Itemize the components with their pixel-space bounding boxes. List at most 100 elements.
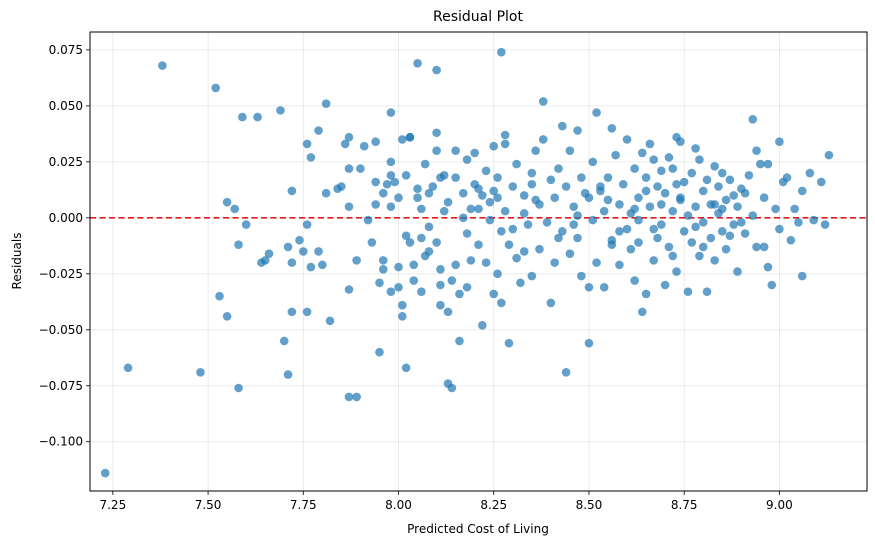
data-point bbox=[710, 162, 719, 171]
data-point bbox=[546, 175, 556, 185]
data-point bbox=[641, 173, 651, 182]
x-tick-label: 8.50 bbox=[576, 498, 603, 512]
y-tick-label: 0.000 bbox=[49, 211, 83, 225]
data-point bbox=[519, 247, 529, 256]
data-point bbox=[512, 253, 521, 263]
data-point bbox=[123, 363, 133, 373]
x-tick-label: 7.50 bbox=[195, 498, 222, 512]
data-point bbox=[500, 206, 510, 216]
data-point bbox=[607, 240, 617, 250]
data-point bbox=[394, 193, 403, 202]
data-point bbox=[676, 137, 685, 147]
data-point bbox=[363, 215, 373, 225]
data-point bbox=[287, 258, 297, 267]
data-point bbox=[679, 177, 689, 187]
data-point bbox=[554, 233, 563, 243]
data-point bbox=[668, 164, 678, 173]
data-point bbox=[493, 173, 502, 182]
data-point bbox=[672, 179, 681, 189]
data-point bbox=[649, 224, 659, 234]
data-point bbox=[497, 226, 506, 236]
data-point bbox=[302, 220, 312, 229]
data-point bbox=[455, 336, 464, 346]
data-point bbox=[481, 258, 491, 267]
data-point bbox=[653, 233, 662, 243]
data-point bbox=[489, 289, 499, 299]
data-point bbox=[344, 202, 354, 211]
data-point bbox=[771, 204, 780, 214]
data-point bbox=[401, 363, 411, 373]
data-point bbox=[603, 173, 613, 182]
data-point bbox=[211, 83, 220, 93]
data-point bbox=[375, 278, 384, 288]
data-point bbox=[561, 182, 571, 191]
data-point bbox=[695, 251, 704, 261]
data-point bbox=[371, 137, 380, 147]
data-point bbox=[668, 251, 678, 261]
data-point bbox=[371, 177, 380, 187]
data-point bbox=[230, 204, 240, 214]
data-point bbox=[577, 173, 586, 182]
data-point bbox=[405, 238, 415, 247]
data-point bbox=[691, 144, 700, 153]
data-point bbox=[497, 47, 506, 57]
data-point bbox=[287, 307, 297, 317]
data-point bbox=[691, 202, 700, 211]
data-point bbox=[314, 247, 323, 256]
data-point bbox=[584, 193, 594, 202]
y-tick-label: −0.050 bbox=[39, 323, 83, 337]
data-point bbox=[478, 321, 487, 330]
data-point bbox=[432, 238, 441, 247]
data-point bbox=[462, 155, 472, 164]
data-point bbox=[577, 271, 586, 281]
y-tick-label: 0.075 bbox=[49, 43, 83, 57]
data-point bbox=[500, 130, 510, 140]
data-point bbox=[740, 188, 750, 198]
data-point bbox=[413, 184, 422, 194]
data-point bbox=[234, 383, 243, 393]
data-point bbox=[729, 191, 738, 200]
data-point bbox=[519, 209, 529, 218]
data-point bbox=[546, 298, 556, 308]
data-point bbox=[717, 204, 727, 214]
data-point bbox=[756, 159, 765, 169]
data-point bbox=[390, 177, 400, 187]
data-point bbox=[615, 226, 624, 236]
data-point bbox=[538, 135, 548, 144]
data-point bbox=[398, 312, 407, 321]
x-tick-label: 9.00 bbox=[766, 498, 793, 512]
data-point bbox=[641, 186, 651, 196]
data-point bbox=[611, 150, 620, 160]
data-point bbox=[295, 235, 304, 245]
data-point bbox=[596, 182, 605, 191]
data-point bbox=[222, 312, 232, 321]
data-point bbox=[512, 159, 521, 169]
data-point bbox=[378, 256, 388, 265]
data-point bbox=[432, 146, 441, 155]
grid bbox=[90, 32, 867, 491]
data-point bbox=[318, 260, 327, 270]
data-point bbox=[451, 146, 460, 155]
data-point bbox=[340, 139, 350, 149]
scatter-points bbox=[100, 47, 834, 478]
data-point bbox=[584, 338, 594, 348]
data-point bbox=[775, 224, 784, 234]
data-point bbox=[447, 383, 457, 393]
data-point bbox=[443, 197, 453, 207]
data-point bbox=[527, 168, 537, 178]
data-point bbox=[618, 179, 628, 189]
x-tick-label: 8.00 bbox=[385, 498, 412, 512]
data-point bbox=[687, 168, 697, 178]
chart-title: Residual Plot bbox=[433, 9, 523, 25]
data-point bbox=[569, 202, 579, 211]
data-point bbox=[557, 226, 567, 236]
data-point bbox=[687, 238, 697, 247]
data-point bbox=[660, 280, 670, 290]
data-point bbox=[424, 247, 434, 256]
data-point bbox=[443, 307, 453, 317]
data-point bbox=[241, 220, 251, 229]
data-point bbox=[298, 247, 308, 256]
data-point bbox=[409, 276, 419, 285]
data-point bbox=[386, 170, 396, 180]
data-point bbox=[790, 204, 799, 214]
